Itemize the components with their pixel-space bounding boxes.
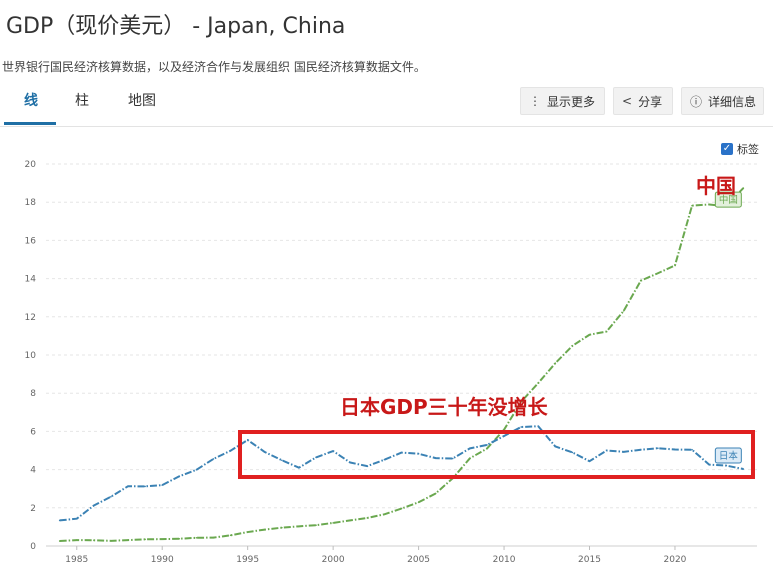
- chart-tabs: 线 柱 地图: [0, 80, 773, 127]
- y-tick-label: 14: [25, 275, 37, 285]
- active-tab-indicator: [4, 122, 56, 125]
- data-point: [605, 330, 608, 333]
- y-tick-label: 6: [30, 427, 36, 437]
- data-point: [93, 504, 95, 507]
- data-point: [110, 540, 112, 542]
- y-tick-label: 20: [25, 160, 37, 170]
- data-point: [554, 362, 557, 365]
- x-tick-label: 2000: [322, 555, 345, 565]
- data-point: [195, 536, 198, 539]
- data-point: [383, 513, 386, 516]
- series-line: [59, 187, 745, 543]
- data-point: [263, 528, 266, 531]
- y-tick-label: 16: [25, 236, 37, 246]
- share-button[interactable]: < 分享: [613, 87, 673, 115]
- data-point: [537, 425, 540, 428]
- y-tick-label: 18: [25, 198, 37, 208]
- data-point: [75, 539, 78, 541]
- data-point: [657, 272, 659, 275]
- y-tick-label: 12: [25, 313, 36, 323]
- page-subtitle: 世界银行国民经济核算数据，以及经济合作与发展组织 国民经济核算数据文件。: [2, 60, 426, 74]
- data-point: [708, 203, 710, 206]
- show-more-button[interactable]: ⋮ 显示更多: [520, 87, 605, 115]
- x-tick-label: 2015: [578, 555, 601, 565]
- label-toggle-text: 标签: [737, 143, 759, 156]
- china-annotation: 中国: [696, 174, 736, 198]
- data-point: [622, 310, 625, 312]
- highlight-box: [238, 430, 755, 479]
- data-point: [178, 475, 181, 478]
- data-point: [417, 501, 420, 504]
- data-point: [75, 517, 78, 520]
- data-point: [144, 485, 146, 488]
- data-point: [246, 531, 249, 533]
- data-point: [639, 279, 642, 282]
- data-point: [298, 525, 300, 528]
- data-point: [93, 539, 95, 542]
- data-point: [281, 526, 283, 529]
- y-tick-label: 2: [30, 504, 36, 514]
- data-point: [229, 534, 232, 537]
- data-point: [127, 485, 129, 488]
- data-point: [229, 449, 232, 452]
- tab-line[interactable]: 线: [24, 93, 38, 109]
- data-point: [332, 522, 334, 524]
- data-point: [588, 333, 591, 336]
- tab-map[interactable]: 地图: [128, 93, 156, 109]
- check-icon[interactable]: ✓: [721, 143, 733, 155]
- data-point: [195, 468, 198, 471]
- y-tick-label: 4: [30, 466, 36, 476]
- share-icon: <: [622, 94, 633, 108]
- data-point: [571, 345, 574, 347]
- data-point: [725, 205, 728, 208]
- data-point: [178, 537, 181, 540]
- data-point: [212, 536, 215, 539]
- x-tick-label: 1985: [65, 555, 88, 565]
- x-tick-label: 2005: [407, 555, 430, 565]
- data-point: [366, 517, 369, 519]
- data-point: [349, 519, 352, 522]
- data-point: [400, 507, 403, 510]
- x-tick-label: 1990: [151, 555, 174, 565]
- share-label: 分享: [638, 94, 663, 109]
- kebab-icon: ⋮: [529, 94, 541, 108]
- x-tick-label: 2010: [493, 555, 516, 565]
- details-label: 详细信息: [708, 94, 757, 109]
- data-point: [127, 539, 129, 541]
- japan-stagnation-annotation: 日本GDP三十年没增长: [340, 395, 548, 419]
- data-point: [520, 426, 522, 428]
- info-icon: ⓘ: [690, 94, 703, 109]
- data-point: [315, 524, 317, 526]
- data-point: [58, 540, 61, 542]
- data-point: [58, 519, 61, 522]
- data-point: [144, 538, 146, 541]
- data-point: [212, 458, 215, 460]
- data-point: [110, 495, 112, 498]
- details-button[interactable]: ⓘ 详细信息: [681, 87, 764, 115]
- page-title: GDP（现价美元） - Japan, China: [6, 14, 346, 39]
- data-point: [161, 484, 164, 486]
- x-tick-label: 1995: [236, 555, 259, 565]
- data-point: [742, 187, 745, 189]
- tab-bar[interactable]: 柱: [75, 93, 89, 109]
- label-toggle[interactable]: ✓ 标签: [721, 141, 759, 157]
- x-tick-label: 2020: [664, 555, 687, 565]
- y-tick-label: 0: [30, 542, 36, 552]
- data-point: [674, 264, 676, 267]
- y-tick-label: 10: [25, 351, 37, 361]
- data-point: [537, 382, 540, 384]
- y-tick-label: 8: [30, 389, 36, 399]
- data-point: [161, 538, 164, 540]
- data-point: [434, 492, 437, 495]
- data-point: [691, 204, 693, 207]
- show-more-label: 显示更多: [547, 94, 596, 109]
